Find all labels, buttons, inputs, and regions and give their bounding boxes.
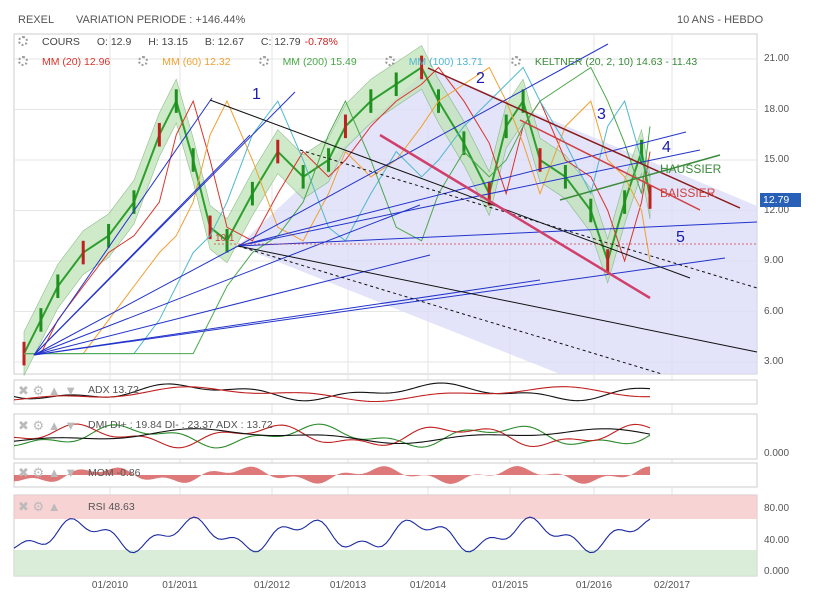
mm20-line [24,66,651,355]
gear-icon[interactable] [18,36,28,46]
low-value: B: 12.67 [204,36,244,48]
annotation-5: 5 [676,229,685,246]
y-tick: 6.00 [764,305,784,317]
dmi-tick-0: 0.000 [764,448,790,459]
mom-label: MOM -0.86 [88,467,141,479]
fan-line [33,279,541,356]
indicator-0[interactable]: MM (20) 12.96 [18,56,124,68]
indicator-text: MM (20) 12.96 [42,56,111,68]
gear-icon[interactable] [18,56,28,66]
fan-line [33,245,239,356]
dmi-plus-line [13,423,651,449]
y-tick: 15.00 [764,154,790,165]
fan-line [33,134,251,356]
mm60-line [24,66,651,355]
annotation-3: 3 [597,106,606,123]
pitchfork-top [427,67,741,209]
mm200-line [24,66,651,355]
rsi-tick-80: 80.00 [764,503,790,514]
x-tick: 02/2017 [653,580,691,591]
gear-icon[interactable] [258,56,269,66]
pitchfork-low [237,245,758,353]
adx-controls[interactable]: ✖ ⚙ ▲ ▼ [18,383,78,398]
gear-icon[interactable] [384,56,395,66]
haussier-label: HAUSSIER [660,162,722,176]
rsi-tick-40: 40.00 [764,535,790,546]
red-trendline [379,133,651,300]
x-tick: 01/2010 [91,580,129,591]
gear-icon[interactable] [138,56,149,66]
low-label: 10.1 [215,233,235,244]
close-value: C: 12.79 [260,36,301,48]
x-tick: 01/2014 [409,580,447,591]
rsi-label: RSI 48.63 [88,501,135,513]
gear-icon[interactable] [510,56,521,66]
baissier-label: BAISSIER [660,186,716,200]
price-name: COURS [42,36,80,48]
rsi-controls[interactable]: ✖ ⚙ ▲ [18,499,61,514]
fan-line [237,43,609,247]
x-tick: 01/2016 [575,580,613,591]
x-tick: 01/2015 [491,580,529,591]
y-tick: 9.00 [764,255,784,266]
dmi-minus-line [13,423,651,449]
annotation-4: 4 [662,139,671,156]
fan-line [237,149,701,247]
y-tick: 21.00 [764,53,790,64]
pitchfork-mid [209,99,691,279]
high-value: H: 13.15 [148,36,188,48]
indicator-1[interactable]: MM (60) 12.32 [138,56,244,68]
indicator-text: KELTNER (20, 2, 10) 14.63 - 11.43 [534,56,698,68]
indicators-row: MM (20) 12.96 MM (60) 12.32 MM (200) 15.49… [18,56,725,68]
indicator-text: MM (100) 13.71 [408,56,483,68]
pitchfork-dash [237,245,663,375]
dmi-controls[interactable]: ✖ ⚙ ▲ ▼ [18,418,78,433]
dmi-adx-line [13,428,651,445]
change-value: -0.78% [304,36,338,48]
dmi-label: DMI DI+ : 19.84 DI- : 23.37 ADX : 13.72 [88,419,273,431]
indicator-text: MM (60) 12.32 [162,56,231,68]
adx-label: ADX 13.72 [88,384,139,396]
annotation-1: 1 [252,86,261,103]
annotation-2: 2 [476,70,485,87]
keltner-band [23,45,651,376]
variation-label: VARIATION PERIODE : +146.44% [76,14,246,26]
x-tick: 01/2012 [253,580,291,591]
pitchfork-dash [299,149,758,289]
last-price-tag: 12.79 [760,193,801,207]
indicator-text: MM (200) 15.49 [282,56,357,68]
dmi-tag: 19.84 [763,428,790,440]
indicator-4[interactable]: KELTNER (20, 2, 10) 14.63 - 11.43 [510,56,711,68]
pitchfork-area [238,68,757,374]
stock-title: REXEL [18,14,55,26]
adx-signal [13,386,651,403]
fan-line [33,97,213,356]
adx-tag: 13.72 [763,388,790,400]
indicator-2[interactable]: MM (200) 15.49 [258,56,371,68]
rsi-overbought [14,495,757,519]
rsi-tag: 48.63 [763,524,790,536]
rsi-tick-0: 0.000 [764,566,790,577]
ohlc-row: COURS O: 12.9 H: 13.15 B: 12.67 C: 12.79… [18,36,352,48]
mom-controls[interactable]: ✖ ⚙ ▲ ▼ [18,465,78,480]
mom-area [14,466,650,484]
y-tick: 3.00 [764,356,784,367]
haussier-line [559,154,721,201]
rsi-line [13,516,651,554]
y-tick: 12.00 [764,204,790,216]
indicator-3[interactable]: MM (100) 13.71 [384,56,497,68]
baissier-line [519,119,701,211]
period-label[interactable]: 10 ANS - HEBDO [677,14,764,26]
panel-frame-0 [13,379,758,405]
fan-line [237,221,758,247]
x-tick: 01/2013 [329,580,367,591]
open-value: O: 12.9 [96,36,132,48]
x-tick: 01/2011 [162,580,198,591]
fan-line [33,204,421,356]
rsi-oversold [14,550,757,576]
mom-tag: -0.860 [763,464,793,476]
y-tick: 18.00 [764,103,790,115]
